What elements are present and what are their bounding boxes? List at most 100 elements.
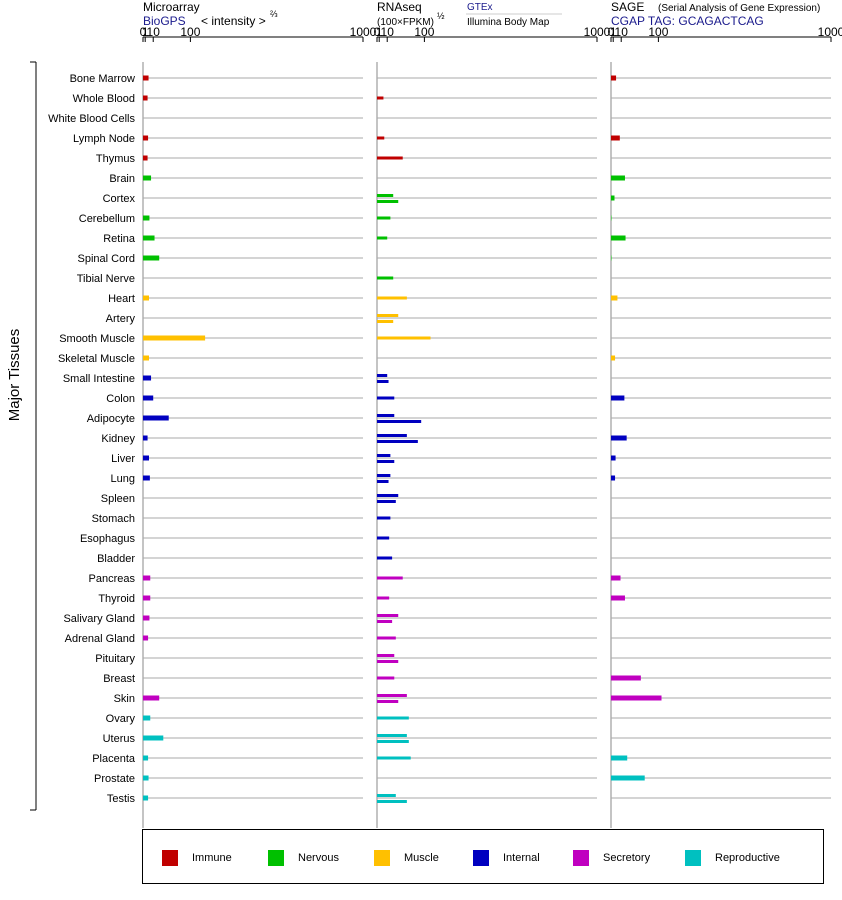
bar [611,595,625,601]
x-tick-label: 1 [376,25,383,39]
bar [143,715,151,721]
bar [611,235,626,241]
bar [143,755,149,761]
bar [611,755,628,761]
tissue-label: Skeletal Muscle [58,353,135,365]
tissue-label: Placenta [92,753,136,765]
bar [377,614,399,617]
bar [143,355,149,361]
bar [611,455,616,461]
rnaseq-subtitle-exponent: ½ [437,11,445,21]
bar [143,95,148,101]
microarray-axis-label: < intensity > [201,14,266,28]
x-tick-label: 1000 [350,25,377,39]
bar [377,380,389,383]
tissue-label: White Blood Cells [48,113,135,125]
bar [611,575,621,581]
tissue-label: Prostate [94,773,135,785]
bar [377,654,395,657]
tissue-label: Pituitary [95,653,135,665]
x-tick-label: 10 [381,25,395,39]
bar [377,236,388,240]
bar [143,635,149,641]
tissue-label: Cerebellum [79,213,135,225]
tissue-bracket [30,61,37,811]
bar [143,735,164,741]
tissue-label: Bone Marrow [70,73,135,85]
bar [377,516,391,520]
tissue-label: Stomach [92,513,135,525]
x-tick-label: 1 [142,25,149,39]
legend-item-nervous: Nervous [268,850,339,866]
legend-swatch-reproductive [685,850,701,866]
bar [143,475,150,481]
bar [377,556,393,560]
expression-chart: Major Tissues Bone Marrow Whole Blood Whit… [6,0,842,828]
bar [377,636,396,640]
rnaseq-title: RNAseq [377,0,422,14]
x-tick-label: 100 [180,25,200,39]
bar [143,455,149,461]
bar [143,395,154,401]
legend-swatch-secretory [573,850,589,866]
tissue-labels: Bone Marrow Whole Blood White Blood Cells L… [48,73,136,805]
tissue-label: Retina [103,233,136,245]
bar [611,135,620,141]
bar [143,415,169,421]
legend-swatch-nervous [268,850,284,866]
bar [377,734,407,737]
bar [377,676,395,680]
legend-label-muscle: Muscle [404,852,439,864]
tissue-label: Lymph Node [73,133,135,145]
tissue-label: Heart [108,293,135,305]
bar [377,434,407,437]
sage-header: SAGE (Serial Analysis of Gene Expression… [611,0,820,28]
bar [377,716,409,720]
legend: Immune Nervous Muscle Internal Secretory… [142,829,824,884]
bar [377,620,393,623]
bar [143,335,206,341]
bar [377,96,384,100]
legend-swatch-immune [162,850,178,866]
bar [143,775,149,781]
bar [143,215,150,221]
x-tick-label: 0 [140,25,147,39]
sage-title: SAGE [611,0,644,14]
tissue-label: Adipocyte [87,413,135,425]
tissue-label: Small Intestine [63,373,135,385]
bar [143,135,149,141]
bar [377,794,396,797]
legend-label-secretory: Secretory [603,852,651,864]
x-tick-label: 1000 [584,25,611,39]
tissue-label: Esophagus [80,533,136,545]
bar [377,440,418,443]
bar [611,435,627,441]
bar [377,276,394,280]
tissue-label: Tibial Nerve [77,273,135,285]
tissue-label: Bladder [97,553,135,565]
bar [143,155,148,161]
tissue-label: Thyroid [98,593,135,605]
bar [377,314,399,317]
bar [143,375,152,381]
bar [143,615,150,621]
tissue-label: Skin [114,693,135,705]
bar [143,595,151,601]
bar [377,694,407,697]
bar [377,460,395,463]
legend-label-nervous: Nervous [298,852,339,864]
bar [611,675,641,681]
bar [611,195,615,201]
rnaseq-subtitle: (100×FPKM) [377,17,434,28]
bar [377,700,399,703]
legend-label-immune: Immune [192,852,232,864]
microarray-axis-exponent: ⅔ [270,9,278,19]
bar [377,660,399,663]
bar [143,695,160,701]
legend-swatch-muscle [374,850,390,866]
legend-item-internal: Internal [473,850,540,866]
microarray-title: Microarray [143,0,200,14]
bar [377,596,390,600]
bar [611,295,618,301]
bar [377,740,409,743]
